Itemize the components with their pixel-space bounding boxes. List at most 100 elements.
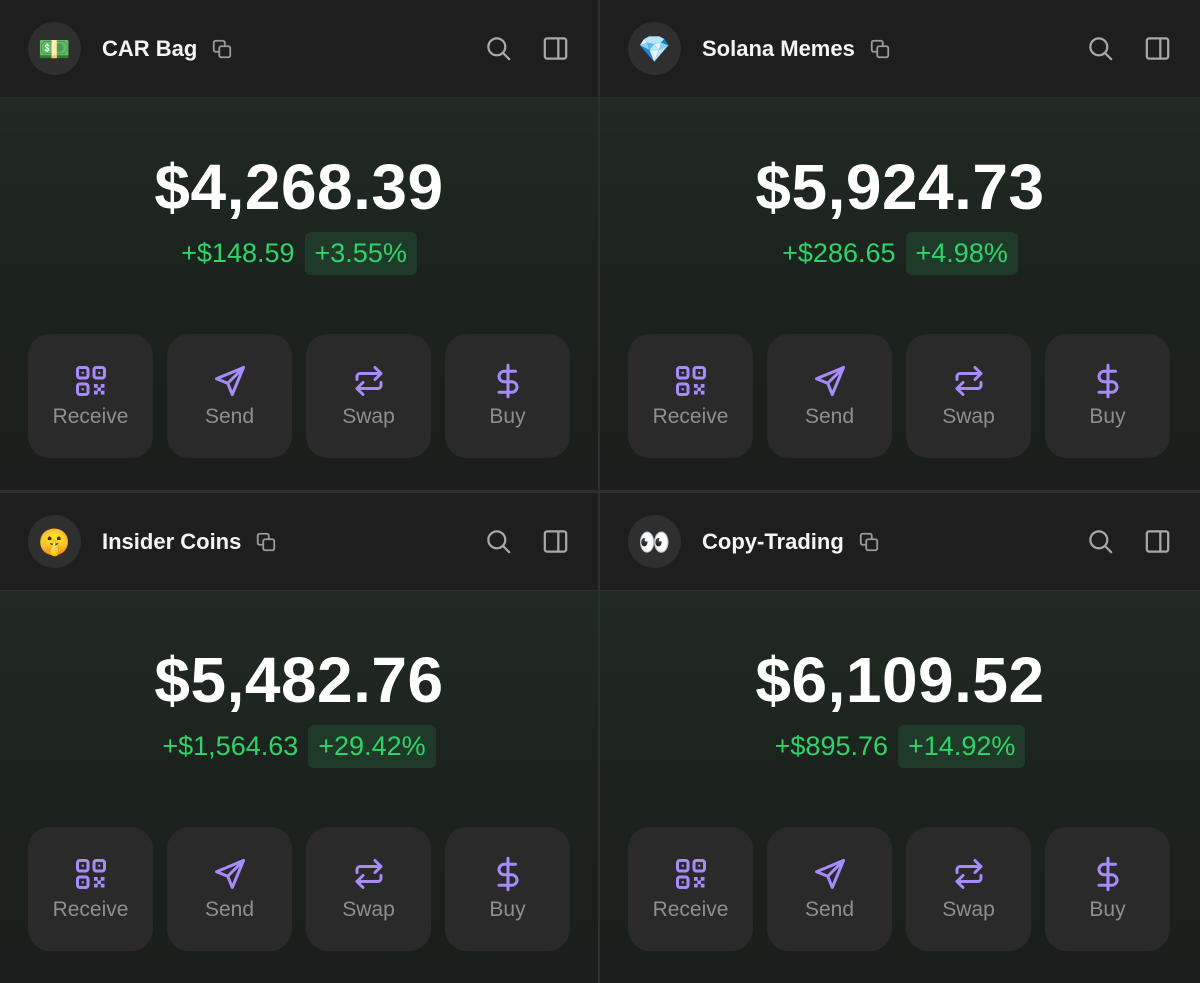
copy-icon[interactable] (255, 531, 277, 553)
change-amount: +$1,564.63 (162, 731, 299, 761)
buy-button[interactable]: Buy (1045, 827, 1170, 951)
swap-label: Swap (342, 898, 395, 921)
balance-change: +$148.59 +3.55% (0, 232, 598, 275)
action-buttons: Receive Send Swap Buy (628, 334, 1172, 458)
horizontal-divider (0, 490, 1200, 493)
send-button[interactable]: Send (767, 827, 892, 951)
change-amount: +$148.59 (181, 238, 295, 268)
send-button[interactable]: Send (167, 334, 292, 458)
wallet-header: 💎 Solana Memes (600, 0, 1200, 98)
swap-label: Swap (942, 405, 995, 428)
wallet-panel: 💵 CAR Bag $4,268.39 +$148.59 +3.55% (0, 0, 598, 490)
wallet-panel: 💎 Solana Memes $5,924.73 +$286.65 +4.98% (600, 0, 1200, 490)
receive-label: Receive (52, 405, 129, 428)
balance-change: +$286.65 +4.98% (600, 232, 1200, 275)
dollar-icon (1097, 856, 1118, 892)
wallet-header: 💵 CAR Bag (0, 0, 598, 98)
buy-label: Buy (489, 898, 526, 921)
sidebar-panel-icon[interactable] (1142, 527, 1172, 557)
wallet-avatar[interactable]: 💎 (628, 22, 681, 75)
wallet-body: $4,268.39 +$148.59 +3.55% Receive Send S… (0, 98, 598, 490)
send-label: Send (804, 405, 855, 428)
wallet-header: 🤫 Insider Coins (0, 493, 598, 591)
dollar-icon (497, 856, 518, 892)
wallet-avatar[interactable]: 🤫 (28, 515, 81, 568)
qr-code-icon (75, 366, 106, 396)
search-icon[interactable] (483, 527, 513, 557)
receive-label: Receive (652, 898, 729, 921)
wallet-balance: $6,109.52 (755, 644, 1045, 716)
dollar-icon (497, 363, 518, 399)
copy-icon[interactable] (858, 531, 880, 553)
wallet-avatar[interactable]: 💵 (28, 22, 81, 75)
change-percent-badge: +3.55% (304, 232, 417, 275)
swap-button[interactable]: Swap (906, 334, 1031, 458)
send-label: Send (204, 405, 255, 428)
swap-label: Swap (942, 898, 995, 921)
receive-button[interactable]: Receive (628, 827, 753, 951)
buy-button[interactable]: Buy (1045, 334, 1170, 458)
action-buttons: Receive Send Swap Buy (628, 827, 1172, 951)
buy-button[interactable]: Buy (445, 827, 570, 951)
buy-label: Buy (489, 405, 526, 428)
balance-change: +$895.76 +14.92% (600, 725, 1200, 768)
wallet-balance: $5,924.73 (755, 151, 1045, 223)
search-icon[interactable] (1085, 34, 1115, 64)
wallet-body: $5,924.73 +$286.65 +4.98% Receive Send S… (600, 98, 1200, 490)
wallet-avatar[interactable]: 👀 (628, 515, 681, 568)
money-bill-emoji-icon: 💵 (38, 33, 71, 64)
swap-arrows-icon (955, 366, 982, 396)
dollar-icon (1097, 363, 1118, 399)
change-percent-badge: +29.42% (308, 725, 436, 768)
swap-button[interactable]: Swap (306, 334, 431, 458)
search-icon[interactable] (1085, 527, 1115, 557)
change-amount: +$895.76 (774, 731, 889, 761)
swap-arrows-icon (355, 366, 382, 396)
copy-icon[interactable] (869, 38, 891, 60)
sidebar-panel-icon[interactable] (1142, 34, 1172, 64)
buy-label: Buy (1089, 898, 1126, 921)
send-button[interactable]: Send (767, 334, 892, 458)
send-label: Send (204, 898, 255, 921)
wallet-name: Solana Memes (702, 35, 855, 61)
receive-label: Receive (652, 405, 729, 428)
paper-plane-icon (814, 366, 845, 396)
wallet-body: $6,109.52 +$895.76 +14.92% Receive Send … (600, 591, 1200, 983)
gem-emoji-icon: 💎 (638, 33, 671, 64)
qr-code-icon (75, 859, 106, 889)
shushing-face-emoji-icon: 🤫 (38, 526, 71, 557)
swap-label: Swap (342, 405, 395, 428)
swap-arrows-icon (955, 859, 982, 889)
change-percent-badge: +14.92% (898, 725, 1026, 768)
send-button[interactable]: Send (167, 827, 292, 951)
buy-button[interactable]: Buy (445, 334, 570, 458)
search-icon[interactable] (483, 34, 513, 64)
swap-button[interactable]: Swap (306, 827, 431, 951)
qr-code-icon (675, 859, 706, 889)
sidebar-panel-icon[interactable] (540, 527, 570, 557)
qr-code-icon (675, 366, 706, 396)
paper-plane-icon (814, 859, 845, 889)
receive-label: Receive (52, 898, 129, 921)
wallet-header: 👀 Copy-Trading (600, 493, 1200, 591)
wallet-name: CAR Bag (102, 35, 198, 61)
change-percent-badge: +4.98% (905, 232, 1018, 275)
send-label: Send (804, 898, 855, 921)
wallet-balance: $4,268.39 (154, 151, 444, 223)
balance-change: +$1,564.63 +29.42% (0, 725, 598, 768)
receive-button[interactable]: Receive (28, 827, 153, 951)
paper-plane-icon (214, 366, 245, 396)
action-buttons: Receive Send Swap Buy (28, 827, 570, 951)
wallet-panel: 🤫 Insider Coins $5,482.76 +$1,564.63 +29… (0, 493, 598, 983)
receive-button[interactable]: Receive (28, 334, 153, 458)
swap-button[interactable]: Swap (906, 827, 1031, 951)
sidebar-panel-icon[interactable] (540, 34, 570, 64)
wallet-name: Copy-Trading (702, 528, 844, 554)
copy-icon[interactable] (211, 38, 233, 60)
wallet-body: $5,482.76 +$1,564.63 +29.42% Receive Sen… (0, 591, 598, 983)
swap-arrows-icon (355, 859, 382, 889)
wallet-name: Insider Coins (102, 528, 242, 554)
receive-button[interactable]: Receive (628, 334, 753, 458)
buy-label: Buy (1089, 405, 1126, 428)
